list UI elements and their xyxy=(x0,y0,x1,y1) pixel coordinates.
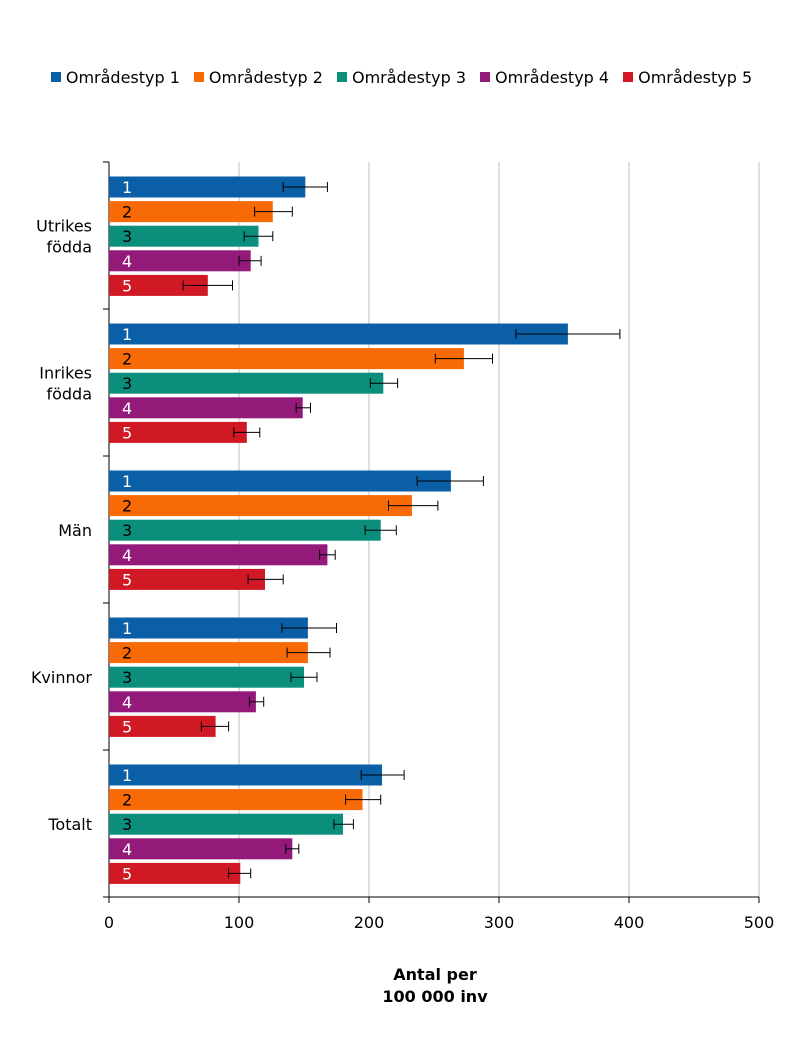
bar xyxy=(109,250,251,272)
x-tick-label: 100 xyxy=(224,913,255,932)
legend-label: Områdestyp 2 xyxy=(208,67,323,87)
bar xyxy=(109,274,208,296)
bar xyxy=(109,348,464,370)
bar xyxy=(109,838,293,860)
bar-label: 1 xyxy=(122,619,132,638)
bar-label: 4 xyxy=(122,840,132,859)
bar xyxy=(109,470,451,492)
bar-label: 5 xyxy=(122,717,132,736)
legend-item: Områdestyp 5 xyxy=(623,68,752,87)
bar xyxy=(109,813,343,835)
legend-label: Områdestyp 4 xyxy=(495,67,610,87)
bar xyxy=(109,862,241,884)
legend-label: Områdestyp 3 xyxy=(351,67,467,87)
bar-label: 3 xyxy=(122,374,132,393)
bar-label: 2 xyxy=(122,791,132,810)
bar-label: 2 xyxy=(122,644,132,663)
bar xyxy=(109,495,412,517)
legend-label: Områdestyp 1 xyxy=(65,67,180,87)
legend-swatch xyxy=(50,72,61,82)
bar xyxy=(109,715,216,737)
bar xyxy=(109,666,304,688)
bar-label: 4 xyxy=(122,693,132,712)
x-tick-label: 400 xyxy=(614,913,645,932)
legend-item: Områdestyp 1 xyxy=(50,67,180,87)
category-label: Kvinnor xyxy=(31,668,92,687)
bar-label: 5 xyxy=(122,423,132,442)
legend-swatch xyxy=(623,72,634,82)
bar-label: 4 xyxy=(122,546,132,565)
bar-label: 3 xyxy=(122,521,132,540)
x-tick-label: 200 xyxy=(354,913,385,932)
bar xyxy=(109,372,384,394)
legend-swatch xyxy=(336,72,347,82)
bar xyxy=(109,323,568,345)
bar-label: 3 xyxy=(122,668,132,687)
bar-label: 1 xyxy=(122,472,132,491)
bar-label: 1 xyxy=(122,325,132,344)
bar xyxy=(109,642,308,664)
bar-label: 2 xyxy=(122,350,132,369)
x-tick-label: 500 xyxy=(744,913,775,932)
bar-label: 1 xyxy=(122,178,132,197)
legend-swatch xyxy=(480,72,491,82)
chart-legend: Områdestyp 1 Områdestyp 2 Områdestyp 3 Områ… xyxy=(0,64,803,90)
category-label: Utrikes xyxy=(36,217,92,236)
bar-label: 4 xyxy=(122,399,132,418)
bar xyxy=(109,397,303,419)
bar-label: 2 xyxy=(122,203,132,222)
bar xyxy=(109,617,308,639)
x-axis-title-line-1: Antal per xyxy=(393,965,477,984)
bar-label: 5 xyxy=(122,570,132,589)
x-axis-title: Antal per 100 000 inv xyxy=(0,964,803,1008)
bar-label: 3 xyxy=(122,227,132,246)
bar xyxy=(109,201,273,223)
category-label: födda xyxy=(46,385,92,404)
x-tick-label: 300 xyxy=(484,913,515,932)
category-label: Inrikes xyxy=(39,364,92,383)
bar-label: 4 xyxy=(122,252,132,271)
bar xyxy=(109,176,306,198)
legend-swatch xyxy=(193,72,204,82)
bar xyxy=(109,519,381,541)
bar-label: 5 xyxy=(122,276,132,295)
category-label: Män xyxy=(58,521,92,540)
category-label: födda xyxy=(46,238,92,257)
legend-label: Områdestyp 5 xyxy=(638,67,753,87)
x-axis-title-line-2: 100 000 inv xyxy=(382,987,488,1006)
bar xyxy=(109,789,363,811)
bar xyxy=(109,421,247,443)
category-label: Totalt xyxy=(47,815,92,834)
bar xyxy=(109,544,328,566)
bar-label: 1 xyxy=(122,766,132,785)
legend-item: Områdestyp 2 xyxy=(193,67,323,87)
bar xyxy=(109,691,256,713)
bar xyxy=(109,568,265,590)
x-tick-label: 0 xyxy=(104,913,114,932)
legend-item: Områdestyp 3 xyxy=(336,67,467,87)
bar-label: 2 xyxy=(122,497,132,516)
bar-label: 5 xyxy=(122,864,132,883)
bar xyxy=(109,225,259,247)
legend-item: Områdestyp 4 xyxy=(480,68,609,87)
bar-label: 3 xyxy=(122,815,132,834)
bar xyxy=(109,764,382,786)
